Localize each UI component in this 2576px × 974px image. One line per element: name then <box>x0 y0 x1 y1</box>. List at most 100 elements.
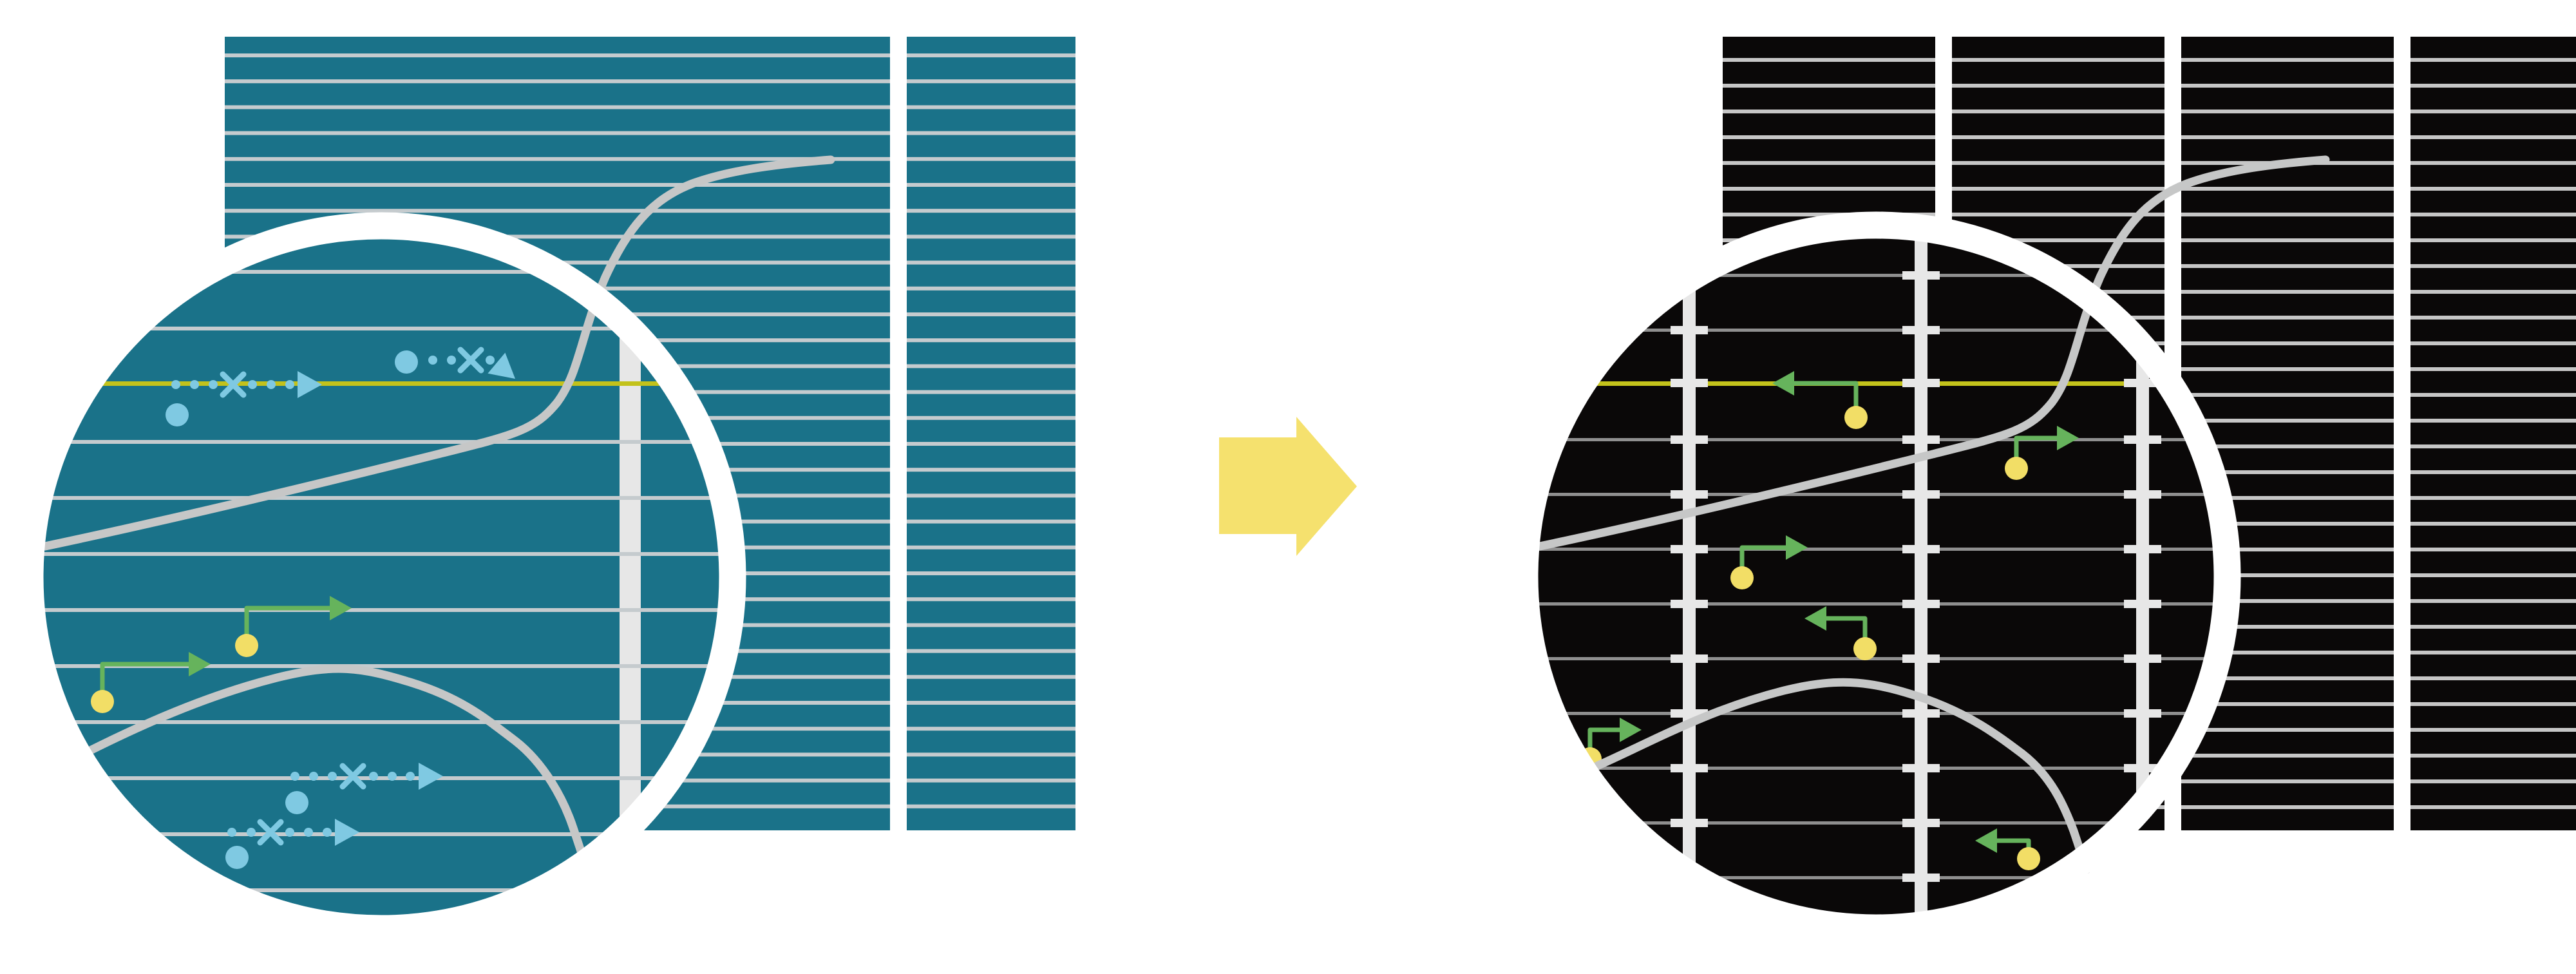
finger-line <box>2410 522 2576 526</box>
finger-line <box>1952 213 2164 216</box>
finger-line <box>907 545 1075 549</box>
finger-line <box>907 778 1075 783</box>
finger-line <box>2410 341 2576 345</box>
finger-line <box>225 79 890 84</box>
path-dot <box>328 772 337 781</box>
finger-line <box>2410 625 2576 629</box>
finger-line <box>2181 444 2394 448</box>
hole-collection-arrow <box>2005 426 2079 480</box>
zoom-background <box>43 239 719 915</box>
finger-line <box>1952 187 2164 191</box>
micro-crack <box>1535 155 2330 551</box>
finger-line <box>1723 135 1935 139</box>
path-dot <box>304 828 313 837</box>
finger-line <box>2181 135 2394 139</box>
solder-pad <box>1902 435 1940 444</box>
arrow-stem <box>1739 545 1790 570</box>
finger-line <box>1723 58 1935 62</box>
finger-line <box>907 209 1075 213</box>
finger-line <box>907 752 1075 757</box>
finger-line <box>1952 110 2164 113</box>
finger-line <box>2410 187 2576 191</box>
finger-line <box>907 442 1075 446</box>
finger-line <box>225 183 890 187</box>
finger-line <box>1538 329 2214 332</box>
finger-line <box>2410 393 2576 397</box>
solder-pad <box>1902 379 1940 387</box>
finger-line <box>1952 58 2164 62</box>
path-dot <box>309 772 318 781</box>
blocked-x-icon <box>457 347 484 374</box>
path-dot <box>323 828 332 837</box>
solder-pad <box>2124 874 2161 882</box>
finger-line <box>2410 444 2576 448</box>
solder-pad <box>2124 435 2161 444</box>
arrow-stem <box>100 662 193 694</box>
arrow-head <box>2057 426 2079 450</box>
finger-line <box>2181 548 2394 551</box>
right-crack-lines <box>1535 155 2330 874</box>
right-magnifier-content <box>1538 238 2214 915</box>
finger-line <box>2181 58 2394 62</box>
hole-dot <box>2005 457 2028 480</box>
finger-line <box>907 157 1075 161</box>
hole-dot <box>235 634 258 657</box>
finger-line <box>907 701 1075 705</box>
finger-line <box>2410 213 2576 216</box>
solder-pad <box>1671 326 1708 334</box>
solder-pad <box>1902 819 1940 827</box>
finger-line <box>2181 84 2394 88</box>
path-dot <box>388 772 397 781</box>
finger-line <box>2410 599 2576 603</box>
hole-dot <box>1853 637 1877 660</box>
finger-line <box>2181 393 2394 397</box>
arrow-head <box>1804 606 1826 631</box>
micro-crack <box>41 155 835 551</box>
finger-line <box>907 519 1075 524</box>
solder-pad <box>1671 764 1708 772</box>
hole-collection-arrow <box>1975 828 2040 870</box>
finger-line <box>2410 84 2576 88</box>
finger-line <box>2181 728 2394 732</box>
wire-busbar <box>2136 238 2149 915</box>
finger-line <box>1538 602 2214 606</box>
finger-line <box>225 234 890 239</box>
micro-crack <box>1577 678 2091 874</box>
electron-dot <box>285 791 308 814</box>
arrow-head <box>189 652 211 676</box>
path-dot <box>406 772 415 781</box>
finger-line <box>2410 651 2576 654</box>
finger-line <box>43 552 719 556</box>
finger-line <box>225 53 890 57</box>
finger-line <box>2181 522 2394 526</box>
hole-collection-arrow <box>235 596 352 657</box>
finger-line <box>2410 805 2576 809</box>
solder-pad <box>1902 764 1940 772</box>
finger-line <box>907 727 1075 731</box>
electron-path <box>166 371 322 426</box>
solder-pad <box>1671 379 1708 387</box>
solder-pad <box>2124 545 2161 553</box>
finger-line <box>2181 651 2394 654</box>
finger-line <box>2410 316 2576 320</box>
electron-arrowhead <box>419 763 443 790</box>
arrow-head <box>330 596 352 620</box>
finger-line <box>2410 496 2576 500</box>
finger-line <box>2410 754 2576 758</box>
finger-line <box>1952 238 2164 242</box>
finger-line <box>2181 187 2394 191</box>
finger-line <box>1538 493 2214 496</box>
path-dot <box>285 828 294 837</box>
finger-line <box>907 364 1075 368</box>
electron-path <box>285 763 443 814</box>
finger-line <box>2181 805 2394 809</box>
left-crack-lines <box>41 155 835 871</box>
finger-line <box>225 105 890 110</box>
solder-pad <box>2124 709 2161 718</box>
cell-segment <box>907 37 1075 830</box>
finger-line <box>907 183 1075 187</box>
micro-crack <box>66 664 591 871</box>
path-dot <box>369 772 378 781</box>
finger-line <box>2181 625 2394 629</box>
